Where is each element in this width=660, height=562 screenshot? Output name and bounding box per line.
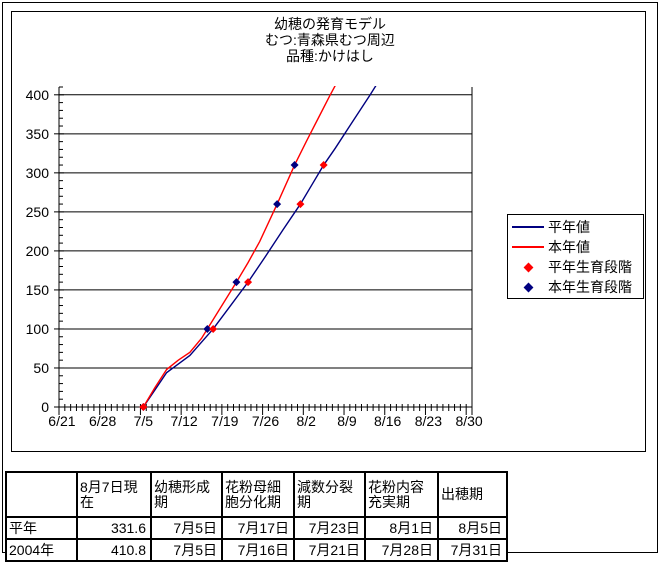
table-header-cell: 花粉母細胞分化期: [221, 471, 295, 518]
y-tick-label: 350: [26, 126, 50, 142]
series-markers-1: [139, 161, 328, 411]
legend-line-swatch-normal: [508, 226, 548, 228]
chart-legend: 平年値 本年値 平年生育段階 本年生育段階: [507, 214, 644, 299]
table-cell: 7月31日: [437, 538, 508, 562]
table-cell: 7月17日: [221, 516, 295, 540]
table-cell: 7月5日: [150, 516, 223, 540]
table-header-cell: 出穂期: [437, 471, 508, 518]
y-tick-label: 250: [26, 204, 50, 220]
stage-marker: [209, 324, 218, 333]
table-cell: 7月16日: [221, 538, 295, 562]
stage-marker: [273, 200, 282, 209]
y-tick-label: 0: [41, 399, 49, 415]
table-cell: 410.8: [76, 538, 152, 562]
y-tick-label: 50: [33, 360, 49, 376]
table-cell: 7月28日: [364, 538, 439, 562]
table-cell: 8月5日: [437, 516, 508, 540]
legend-diamond-swatch-thisyear: [508, 282, 548, 292]
x-tick-label: 8/30: [455, 413, 482, 429]
legend-line-swatch-thisyear: [508, 246, 548, 248]
row-label: 平年: [5, 516, 78, 540]
y-tick-label: 300: [26, 165, 50, 181]
stage-marker: [319, 161, 328, 170]
x-tick-label: 7/12: [170, 413, 197, 429]
x-axis-labels: 6/21 6/28 7/5 7/12 7/19 7/26 8/2 8/9 8/16 8/23 8/3…: [48, 413, 483, 429]
legend-label: 本年値: [548, 239, 590, 255]
legend-label: 平年値: [548, 219, 590, 235]
legend-item-normal-line: 平年値: [508, 217, 643, 237]
y-tick-label: 150: [26, 282, 50, 298]
x-tick-label: 7/26: [252, 413, 279, 429]
legend-label: 平年生育段階: [548, 259, 632, 275]
table-cell: 8月1日: [364, 516, 439, 540]
x-tick-label: 7/5: [134, 413, 154, 429]
y-tick-label: 400: [26, 87, 50, 103]
table-row: 平年 331.6 7月5日 7月17日 7月23日 8月1日 8月5日: [5, 516, 508, 540]
y-axis-labels: 0 50 100 150 200 250 300 350 400: [26, 87, 50, 415]
row-label: 2004年: [5, 538, 78, 562]
stage-marker: [203, 324, 212, 333]
y-tick-label: 200: [26, 243, 50, 259]
stage-marker: [290, 161, 299, 170]
legend-item-thisyear-stage: 本年生育段階: [508, 277, 643, 297]
x-tick-label: 6/28: [89, 413, 116, 429]
table-cell: 7月21日: [293, 538, 366, 562]
chart-title-line1: 幼穂の発育モデル: [274, 16, 386, 32]
x-axis-ticks: [58, 404, 473, 415]
y-axis-ticks: [54, 86, 64, 408]
x-tick-label: 8/2: [296, 413, 316, 429]
x-tick-label: 8/16: [374, 413, 401, 429]
table-cell: 7月5日: [150, 538, 223, 562]
chart-title-line3: 品種:かけはし: [286, 48, 374, 64]
stage-marker: [244, 278, 253, 287]
table-header-cell: 花粉内容充実期: [364, 471, 439, 518]
axes: [58, 87, 473, 408]
y-gridlines: [59, 94, 472, 369]
x-tick-label: 8/23: [415, 413, 442, 429]
summary-table: 8月7日現在 幼穂形成期 花粉母細胞分化期 減数分裂期 花粉内容充実期 出穂期 平年 331…: [5, 471, 508, 562]
table-header-cell: 幼穂形成期: [150, 471, 223, 518]
chart-title: 幼穂の発育モデル むつ:青森県むつ周辺 品種:かけはし: [0, 16, 660, 64]
chart-title-line2: むつ:青森県むつ周辺: [265, 32, 395, 48]
stage-marker: [232, 278, 241, 287]
table-header-cell: 8月7日現在: [76, 471, 152, 518]
legend-item-thisyear-line: 本年値: [508, 237, 643, 257]
legend-label: 本年生育段階: [548, 279, 632, 295]
table-header-cell: 減数分裂期: [293, 471, 366, 518]
y-tick-label: 100: [26, 321, 50, 337]
legend-diamond-swatch-normal: [508, 262, 548, 272]
table-header-cell: [5, 471, 78, 518]
x-tick-label: 7/19: [211, 413, 238, 429]
table-row: 2004年 410.8 7月5日 7月16日 7月21日 7月28日 7月31日: [5, 538, 508, 562]
stage-marker: [296, 200, 305, 209]
legend-item-normal-stage: 平年生育段階: [508, 257, 643, 277]
stage-marker: [139, 403, 148, 411]
table-header-row: 8月7日現在 幼穂形成期 花粉母細胞分化期 減数分裂期 花粉内容充実期 出穂期: [5, 471, 508, 518]
x-tick-label: 6/21: [48, 413, 75, 429]
table-cell: 331.6: [76, 516, 152, 540]
x-tick-label: 8/9: [337, 413, 357, 429]
table-cell: 7月23日: [293, 516, 366, 540]
series-line-1: [142, 86, 377, 408]
